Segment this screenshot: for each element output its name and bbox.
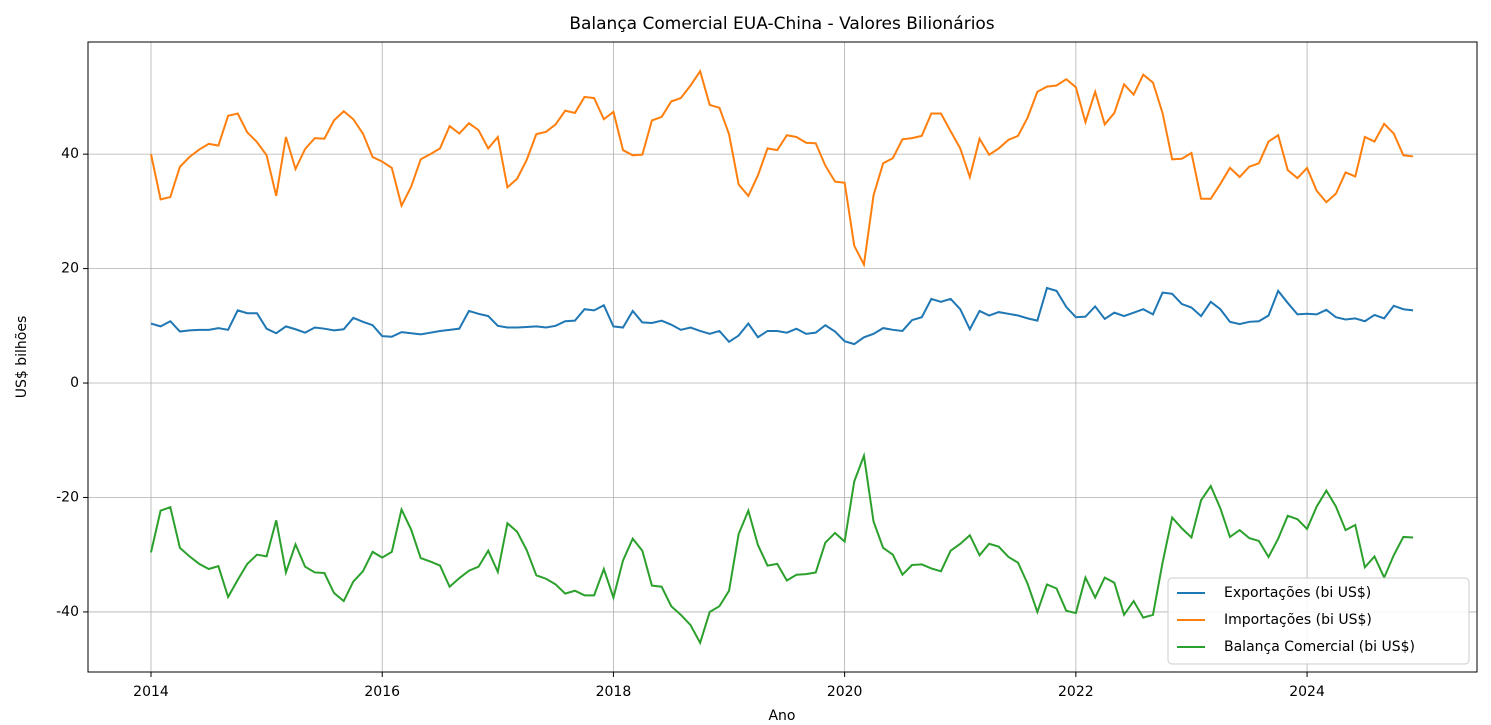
plot-frame [87,41,1478,673]
y-tick-label: 0 [70,375,79,391]
legend-label: Importações (bi US$) [1224,612,1372,628]
x-tick-label: 2014 [133,684,169,700]
x-axis-label: Ano [768,708,795,724]
legend-label: Balança Comercial (bi US$) [1224,639,1415,655]
data-line [150,451,1414,646]
y-tick-label: -40 [56,604,79,620]
chart-title: Balança Comercial EUA-China - Valores Bi… [569,14,994,34]
y-tick-label: 20 [61,261,79,277]
legend-box [1167,577,1470,665]
y-tick-label: 40 [61,146,79,162]
x-tick-label: 2018 [596,684,632,700]
data-line [150,68,1414,268]
y-tick-label: -20 [56,489,79,505]
y-axis-label: US$ bilhões [14,316,30,399]
x-tick-label: 2024 [1289,684,1325,700]
legend-label: Exportações (bi US$) [1224,585,1371,601]
data-line [150,286,1414,346]
legend: Exportações (bi US$) Importações (bi US$)… [1167,577,1470,665]
grid: 2014 2016 2018 2020 2022 2024 -40 -20 0 20 40 [56,42,1477,700]
x-tick-label: 2022 [1058,684,1094,700]
x-tick-label: 2020 [827,684,863,700]
lines [150,68,1414,646]
x-tick-label: 2016 [364,684,400,700]
